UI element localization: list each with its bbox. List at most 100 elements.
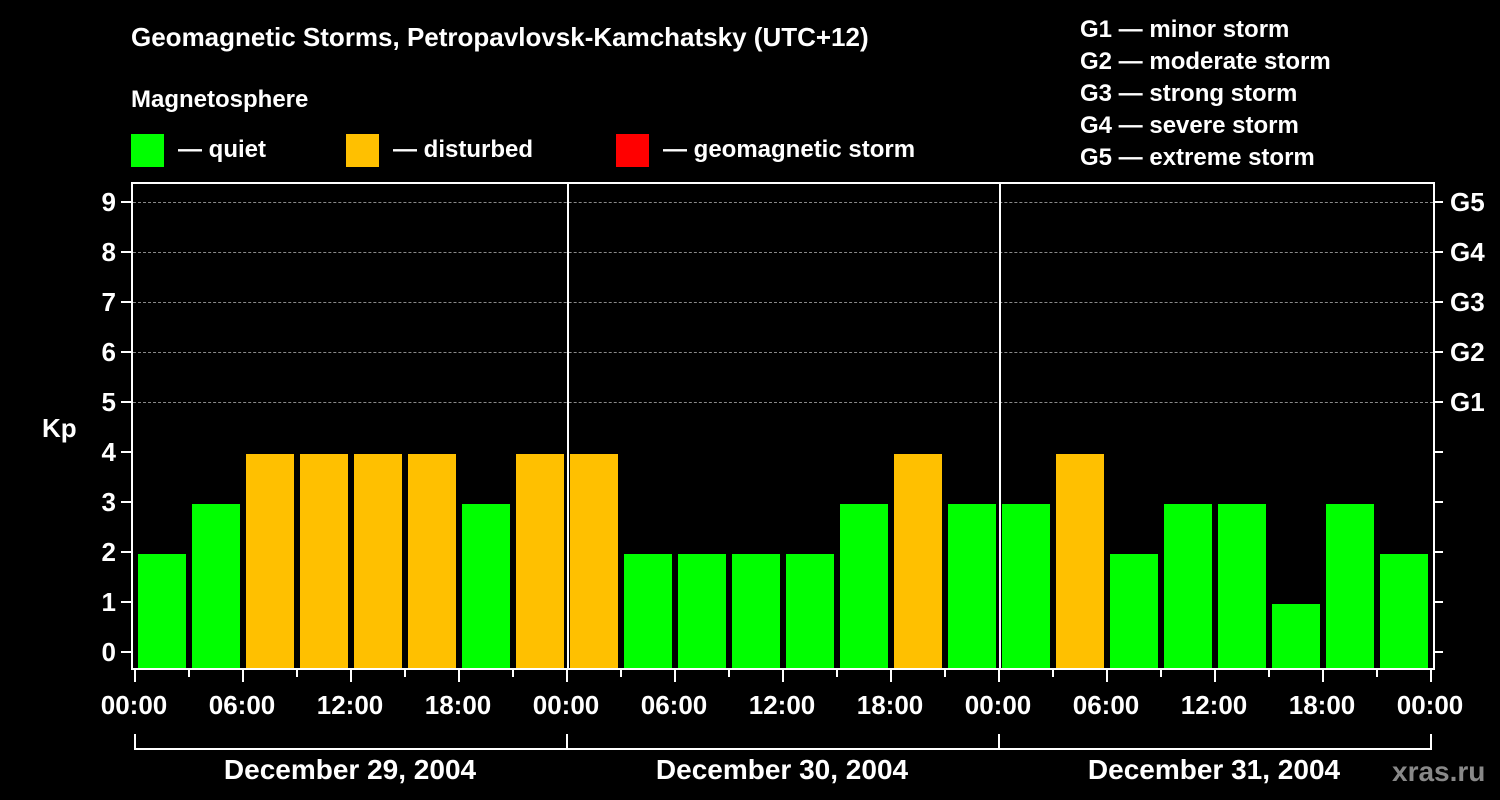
legend-disturbed: — disturbed (346, 133, 534, 167)
y-axis-label: Kp (42, 413, 77, 443)
x-tick-label: 00:00 (1396, 690, 1464, 720)
kp-bar (624, 554, 672, 668)
g-tick-label: G5 (1450, 187, 1485, 217)
y-tick (121, 501, 131, 503)
kp-bar (246, 454, 294, 668)
date-bracket-tick (134, 734, 136, 750)
kp-bar (948, 504, 996, 668)
y-tick-label: 4 (101, 437, 116, 467)
kp-bar (570, 454, 618, 668)
right-tick (1433, 601, 1443, 603)
g-tick-label: G3 (1450, 287, 1485, 317)
g-tick-label: G1 (1450, 387, 1485, 417)
date-bracket (134, 748, 1432, 750)
y-tick (121, 351, 131, 353)
legend-storm: — geomagnetic storm (616, 133, 916, 167)
right-tick (1433, 551, 1443, 553)
kp-bar (894, 454, 942, 668)
x-tick (1214, 668, 1216, 682)
legend-disturbed-label: — disturbed (393, 136, 534, 163)
right-tick (1433, 401, 1443, 403)
legend-quiet-label: — quiet (178, 136, 266, 163)
right-tick (1433, 251, 1443, 253)
gridline (133, 302, 1433, 303)
y-tick-label: 2 (101, 537, 116, 567)
gridline (133, 202, 1433, 203)
x-tick (944, 668, 946, 677)
y-tick-label: 6 (101, 337, 116, 367)
y-tick (121, 601, 131, 603)
x-tick (404, 668, 406, 677)
legend-quiet: — quiet (131, 133, 266, 167)
x-tick (1268, 668, 1270, 677)
y-tick (121, 451, 131, 453)
x-tick-label: 12:00 (316, 690, 384, 720)
x-tick (350, 668, 352, 682)
x-tick (890, 668, 892, 682)
x-tick-label: 06:00 (1072, 690, 1140, 720)
kp-bar (1272, 604, 1320, 668)
right-tick (1433, 301, 1443, 303)
x-tick (728, 668, 730, 677)
x-tick-label: 06:00 (640, 690, 708, 720)
g-tick-label: G2 (1450, 337, 1485, 367)
kp-bar (1164, 504, 1212, 668)
x-tick-label: 00:00 (100, 690, 168, 720)
x-tick (296, 668, 298, 677)
kp-bar (1380, 554, 1428, 668)
y-tick-label: 0 (101, 637, 116, 667)
x-tick (1106, 668, 1108, 682)
gridline (133, 252, 1433, 253)
y-tick (121, 651, 131, 653)
kp-bar (1110, 554, 1158, 668)
y-tick-label: 7 (101, 287, 116, 317)
day-separator (567, 184, 569, 668)
quiet-swatch-icon (131, 133, 164, 167)
y-tick-label: 3 (101, 487, 116, 517)
day-separator (999, 184, 1001, 668)
x-tick (1052, 668, 1054, 677)
kp-bar (1218, 504, 1266, 668)
kp-bar (192, 504, 240, 668)
x-tick-label: 12:00 (1180, 690, 1248, 720)
y-tick (121, 551, 131, 553)
x-tick (188, 668, 190, 677)
x-tick (1376, 668, 1378, 677)
x-tick-label: 00:00 (964, 690, 1032, 720)
right-tick (1433, 201, 1443, 203)
right-tick (1433, 451, 1443, 453)
x-tick (1322, 668, 1324, 682)
x-tick-label: 00:00 (532, 690, 600, 720)
x-tick-label: 06:00 (208, 690, 276, 720)
right-tick (1433, 501, 1443, 503)
kp-bar (732, 554, 780, 668)
g-scale-legend: G1 — minor storm G2 — moderate storm G3 … (1080, 14, 1331, 174)
x-tick (782, 668, 784, 682)
plot-area (131, 182, 1435, 670)
gridline (133, 402, 1433, 403)
x-tick (512, 668, 514, 677)
y-tick-label: 1 (101, 587, 116, 617)
date-bracket-tick (1430, 734, 1432, 750)
x-tick (134, 668, 136, 682)
x-tick-label: 18:00 (1288, 690, 1356, 720)
y-tick-label: 5 (101, 387, 116, 417)
g4-description: G4 — severe storm (1080, 112, 1299, 139)
x-tick-label: 18:00 (424, 690, 492, 720)
kp-bar (300, 454, 348, 668)
x-tick (566, 668, 568, 682)
legend-storm-label: — geomagnetic storm (663, 136, 916, 163)
g5-description: G5 — extreme storm (1080, 144, 1315, 171)
kp-bar (1056, 454, 1104, 668)
kp-bar (678, 554, 726, 668)
right-tick (1433, 651, 1443, 653)
y-tick-label: 9 (101, 187, 116, 217)
legend-subtitle: Magnetosphere (131, 86, 309, 113)
watermark: xras.ru (1392, 756, 1486, 787)
y-tick-label: 8 (101, 237, 116, 267)
kp-bar (786, 554, 834, 668)
gridline (133, 352, 1433, 353)
date-bracket-tick (998, 734, 1000, 750)
x-tick-label: 18:00 (856, 690, 924, 720)
y-tick (121, 251, 131, 253)
